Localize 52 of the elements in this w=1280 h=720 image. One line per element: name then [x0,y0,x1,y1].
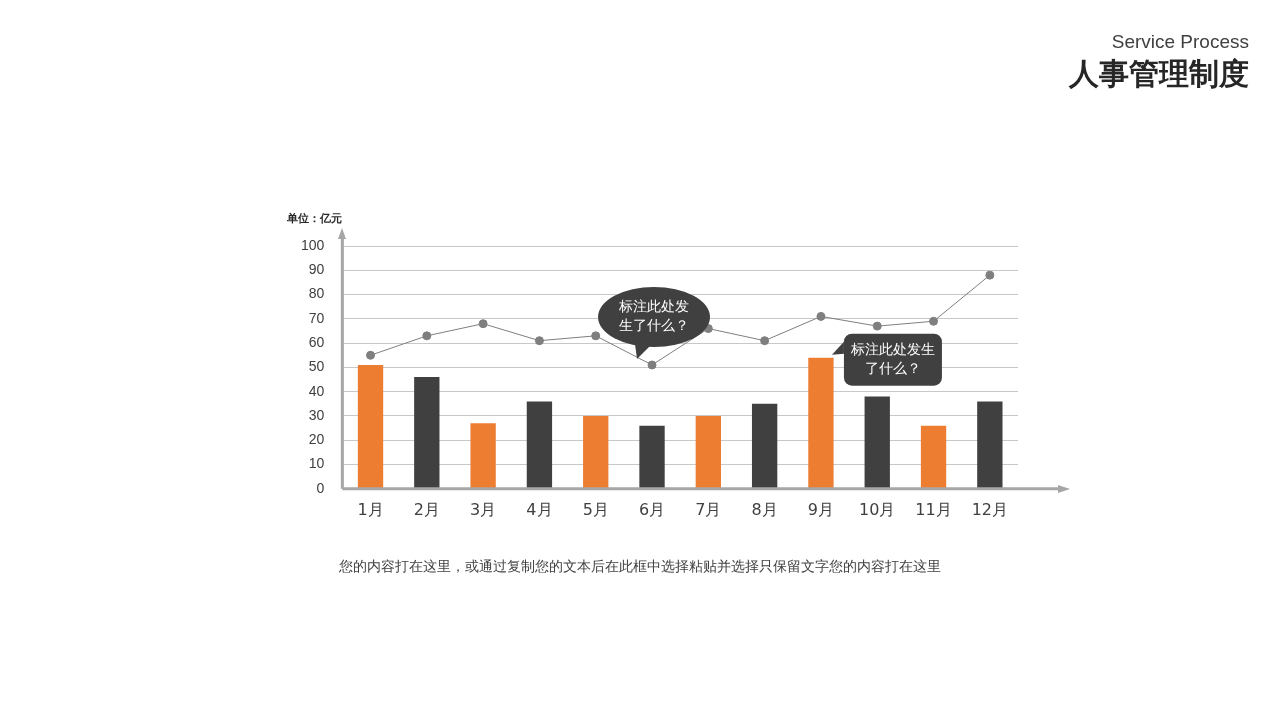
x-tick-label: 5月 [582,499,609,519]
y-tick-label: 50 [308,358,325,375]
x-tick-label: 8月 [751,499,778,519]
x-tick-label: 3月 [470,499,497,519]
x-tick-label: 10月 [859,499,896,519]
point [872,321,882,331]
bar [808,357,834,489]
point [816,311,826,321]
y-tick-label: 80 [308,285,325,302]
y-tick-label: 70 [308,309,325,326]
point [478,319,488,329]
y-tick-label: 30 [308,406,325,423]
bar [414,377,440,489]
y-tick-label: 10 [308,455,325,472]
point [591,331,601,341]
point [985,270,995,280]
y-tick-label: 60 [308,333,325,350]
x-tick-label: 2月 [413,499,440,519]
y-axis-title: 单位：亿元 [287,211,342,226]
y-tick-label: 40 [308,382,325,399]
x-tick-label: 1月 [357,499,384,519]
bar [357,364,384,489]
x-tick-label: 11月 [915,499,952,519]
y-tick-label: 0 [316,479,325,496]
x-tick-label: 7月 [695,499,722,519]
annotation: 标注此处发生了什么？ [618,298,690,334]
bar [920,425,947,489]
bar [977,401,1003,489]
bar [526,401,553,489]
bar [470,423,496,489]
point [647,360,657,370]
bar [864,396,890,489]
y-tick-label: 20 [308,431,325,448]
point [366,350,376,360]
bar [639,425,665,489]
text: 您的内容打在这里，或通过复制您的文本后在此框中选择粘贴并选择只保留文字您的内容打在这里 [338,558,942,576]
x-tick-label: 4月 [526,499,553,519]
x-tick-label: 12月 [971,499,1009,519]
bar [583,415,609,489]
bar [695,415,721,489]
bar [751,403,778,489]
point [929,316,939,326]
text: Service Process [1111,31,1249,53]
point [422,331,432,341]
x-tick-label: 9月 [807,499,835,519]
annotation: 标注此处发生了什么？ [849,340,935,376]
point [760,336,770,346]
y-tick-label: 90 [308,261,325,278]
point [534,336,544,346]
text: 人事管理制度 [1069,55,1249,93]
x-tick-label: 6月 [638,499,666,519]
y-tick-label: 100 [301,236,325,253]
